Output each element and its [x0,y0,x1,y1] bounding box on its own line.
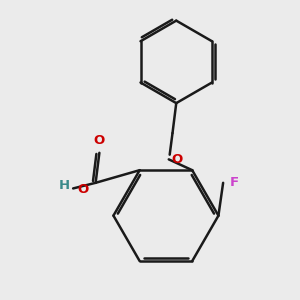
Text: O: O [172,153,183,166]
Text: H: H [58,179,69,192]
Text: O: O [94,134,105,147]
Text: O: O [78,183,89,196]
Text: F: F [230,176,239,189]
